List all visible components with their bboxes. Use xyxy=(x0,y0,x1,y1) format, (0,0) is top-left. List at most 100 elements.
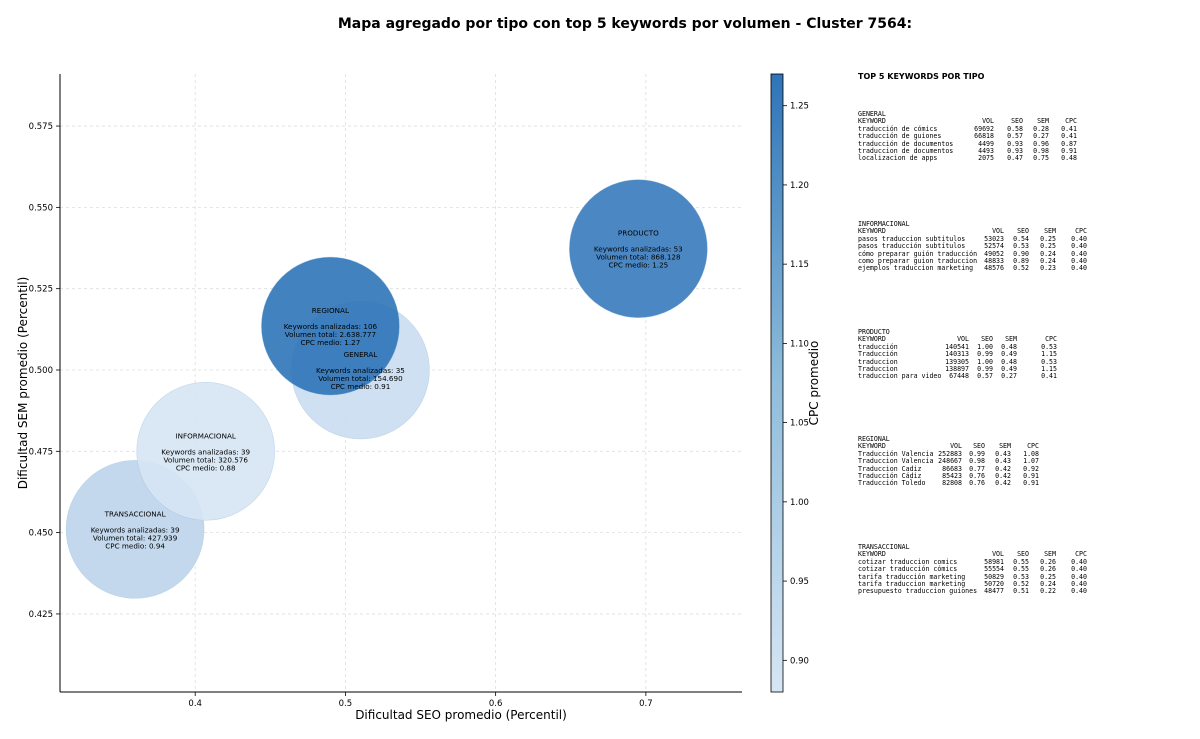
keyword-cell: traducción xyxy=(858,342,898,351)
vol-cell: VOL xyxy=(982,117,994,126)
seo-cell: 0.52 xyxy=(1013,264,1029,273)
sem-cell: 0.25 xyxy=(1040,572,1056,581)
sem-cell: 0.49 xyxy=(1001,364,1017,373)
sem-cell: 0.42 xyxy=(995,471,1011,480)
colorbar-tick-label: 1.15 xyxy=(790,260,809,270)
x-tick-label: 0.6 xyxy=(489,699,503,709)
sem-cell: 0.48 xyxy=(1001,342,1017,351)
axes: 0.4 0.5 0.6 0.7 0.425 0.450 0.475 0.500 0.525 0.5… xyxy=(16,74,742,722)
keyword-cell: TRANSACCIONAL xyxy=(858,543,910,551)
vol-cell: 55554 xyxy=(984,565,1004,574)
seo-cell: 0.77 xyxy=(969,464,985,473)
bubble-stat-label: Volumen total: 868.128 xyxy=(596,253,681,262)
keyword-cell: localizacion de apps xyxy=(858,154,938,163)
bubble-label-producto: PRODUCTO xyxy=(618,229,659,238)
bubble-informacional xyxy=(136,382,276,521)
colorbar-gradient xyxy=(770,73,784,693)
seo-cell: 0.90 xyxy=(1013,249,1029,258)
seo-cell: 0.99 xyxy=(977,364,993,373)
keyword-cell: tarifa traducción marketing xyxy=(858,572,966,581)
x-tick-label: 0.5 xyxy=(339,699,353,709)
seo-cell: 0.53 xyxy=(1013,572,1029,581)
seo-cell: 0.51 xyxy=(1013,587,1029,596)
sem-cell: 0.49 xyxy=(1001,350,1017,359)
cpc-cell: 0.92 xyxy=(1023,464,1039,473)
cpc-cell: CPC xyxy=(1027,442,1039,451)
sem-cell: 0.75 xyxy=(1033,154,1049,163)
bubble-stat-label: Volumen total: 154.690 xyxy=(318,374,403,383)
sem-cell: 0.25 xyxy=(1040,242,1056,251)
bubble-label-informacional: INFORMACIONAL xyxy=(176,431,236,440)
keyword-cell: Traducción Toledo xyxy=(858,479,926,488)
vol-cell: 48576 xyxy=(984,264,1004,273)
keyword-cell: Traduccion Valencia xyxy=(858,457,934,466)
keyword-cell: traducción de guiones xyxy=(858,132,942,141)
bubble-stat-label: Keywords analizadas: 39 xyxy=(91,525,180,534)
seo-cell: 0.93 xyxy=(1007,139,1023,148)
keyword-cell: Traducción Valencia xyxy=(858,449,934,458)
seo-cell: 0.54 xyxy=(1013,234,1029,243)
cpc-cell: CPC xyxy=(1065,117,1077,126)
bubble-stat-label: Keywords analizadas: 53 xyxy=(594,245,683,254)
keyword-cell: cómo preparar guión traducción xyxy=(858,249,978,258)
y-tick-label: 0.525 xyxy=(29,285,53,295)
vol-cell: 50829 xyxy=(984,572,1004,581)
cpc-cell: 1.15 xyxy=(1041,364,1057,373)
keyword-cell: traducción de documentos xyxy=(858,139,954,148)
seo-cell: SEO xyxy=(973,442,985,451)
bubble-label-general: GENERAL xyxy=(344,350,378,359)
vol-cell: 139305 xyxy=(945,357,969,366)
keyword-cell: cotizar traducción cómics xyxy=(858,565,958,574)
vol-cell: 48477 xyxy=(984,587,1004,596)
cpc-cell: 0.53 xyxy=(1041,342,1057,351)
vol-cell: 252883 xyxy=(938,449,962,458)
seo-cell: SEO xyxy=(981,335,993,344)
keyword-cell: pasos traducción subtítulos xyxy=(858,242,966,251)
seo-cell: 0.89 xyxy=(1013,256,1029,265)
bubble-stat-label: Keywords analizadas: 39 xyxy=(161,447,250,456)
sem-cell: 0.27 xyxy=(1033,132,1049,141)
bubble-stat-label: CPC medio: 0.91 xyxy=(331,382,391,391)
vol-cell: VOL xyxy=(992,227,1004,236)
vol-cell: 52574 xyxy=(984,242,1004,251)
vol-cell: 66818 xyxy=(974,132,994,141)
cpc-cell: 0.40 xyxy=(1071,242,1087,251)
keyword-cell: traduccion xyxy=(858,357,898,366)
y-axis-label: Dificultad SEM promedio (Percentil) xyxy=(16,277,30,490)
cpc-cell: 0.41 xyxy=(1061,132,1077,141)
bubble-stat-label: Keywords analizadas: 106 xyxy=(284,322,378,331)
y-tick-label: 0.450 xyxy=(29,529,53,539)
sem-cell: 0.98 xyxy=(1033,146,1049,155)
keyword-cell: KEYWORD xyxy=(858,335,886,344)
seo-cell: 0.55 xyxy=(1013,557,1029,566)
sem-cell: 0.22 xyxy=(1040,587,1056,596)
seo-cell: 0.58 xyxy=(1007,124,1023,133)
keyword-cell: ejemplos traduccion marketing xyxy=(858,264,974,273)
cpc-cell: 0.87 xyxy=(1061,139,1077,148)
keyword-cell: Traducción Cádiz xyxy=(858,471,922,480)
keyword-cell: KEYWORD xyxy=(858,227,886,236)
seo-cell: 0.55 xyxy=(1013,565,1029,574)
y-tick-label: 0.575 xyxy=(29,122,53,132)
vol-cell: 2075 xyxy=(978,154,994,163)
sem-cell: 0.42 xyxy=(995,464,1011,473)
cpc-cell: 1.07 xyxy=(1023,457,1039,466)
sem-cell: 0.23 xyxy=(1040,264,1056,273)
vol-cell: 50720 xyxy=(984,579,1004,588)
keyword-cell: INFORMACIONAL xyxy=(858,220,910,228)
bubble-stat-label: Volumen total: 2.638.777 xyxy=(285,330,376,339)
y-tick-label: 0.475 xyxy=(29,447,53,457)
cpc-cell: 0.40 xyxy=(1071,264,1087,273)
colorbar-tick-label: 1.05 xyxy=(790,419,809,429)
keyword-cell: PRODUCTO xyxy=(858,328,890,336)
bubble-stat-label: CPC medio: 1.27 xyxy=(301,338,361,347)
keyword-cell: pasos traduccion subtitulos xyxy=(858,234,966,243)
keyword-cell: traducción de cómics xyxy=(858,124,938,133)
seo-cell: SEO xyxy=(1017,550,1029,559)
sem-cell: 0.48 xyxy=(1001,357,1017,366)
sem-cell: 0.28 xyxy=(1033,124,1049,133)
cpc-cell: 0.40 xyxy=(1071,572,1087,581)
seo-cell: 0.98 xyxy=(969,457,985,466)
colorbar-label: CPC promedio xyxy=(807,341,821,426)
keyword-cell: como preparar guion traduccion xyxy=(858,256,978,265)
